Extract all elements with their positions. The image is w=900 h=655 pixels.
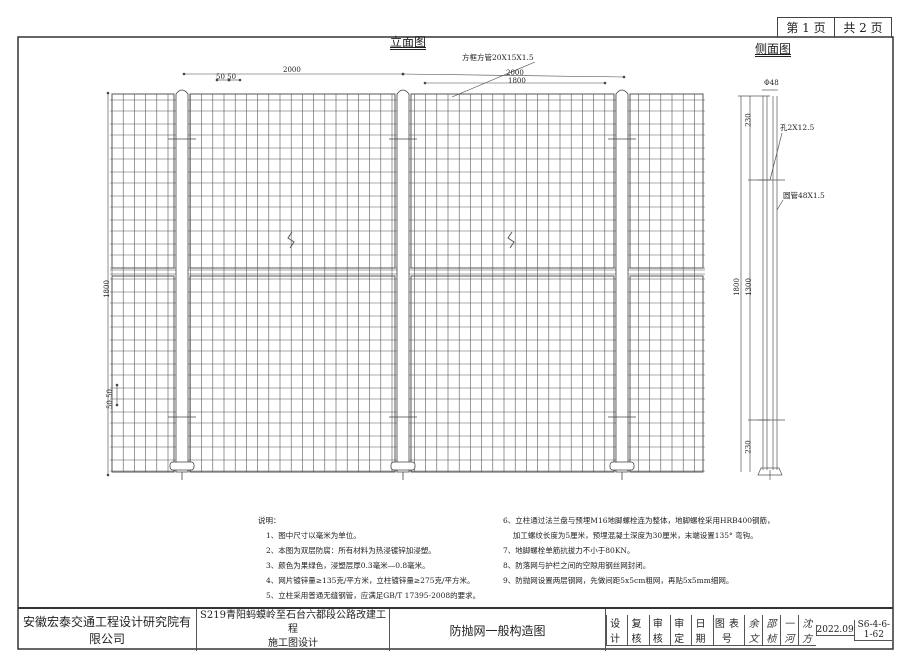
elevation-title: 立面图 <box>390 35 427 49</box>
panel-frame-upper <box>111 93 175 269</box>
side-dim-total: 1800 <box>732 278 741 296</box>
note-item: 4、网片镀锌量≥135克/平方米，立柱镀锌量≥275克/平方米。 <box>266 576 475 585</box>
dimension-tick <box>423 81 427 85</box>
post <box>396 89 410 473</box>
dim-left-width: 2000 <box>283 66 301 74</box>
dimension-tick <box>622 75 626 79</box>
signature-design: 余 文 <box>744 614 762 646</box>
dimension-tick <box>115 383 119 387</box>
panel-frame-upper <box>410 93 615 269</box>
note-item: 加工螺纹长度为5厘米，预埋混凝土深度为30厘米，末端设置135° 弯钩。 <box>503 531 758 540</box>
elevation-posts <box>168 89 636 480</box>
base-flange <box>390 461 416 471</box>
dim-mesh-vertical: 50 50 <box>106 388 115 410</box>
header-date: 日期 <box>691 614 713 646</box>
side-diameter-label: Φ48 <box>764 79 779 87</box>
dimension-line <box>402 73 625 78</box>
leader-line <box>451 61 536 98</box>
approval-grid: 设计 复核 审核 审定 日期 图表号 余 文 邵 桢 一 河 沈 方 2022.… <box>606 609 893 651</box>
signature-approve: 沈 方 <box>797 614 816 646</box>
break-symbol <box>507 231 515 249</box>
dimension-tick <box>106 473 110 477</box>
drawing-title: 防抛网一般构造图 <box>390 609 606 651</box>
panel-frame-lower <box>410 275 615 473</box>
project-line-1: S219青阳蚂蟆岭至石台六都段公路改建工程 <box>200 610 386 635</box>
dim-mesh-spacing: 50 50 <box>216 73 237 81</box>
panel-frame-lower <box>189 275 396 473</box>
header-design: 设计 <box>606 614 628 646</box>
dimension-tick <box>401 72 405 76</box>
note-item: 7、地脚螺栓单筋抗拔力不小于80KN。 <box>503 546 635 555</box>
side-pipe-label: 圆管48X1.5 <box>783 191 825 200</box>
note-item: 9、防抛网设置两层钢网，先做间距5x5cm粗网，再贴5x5mm细网。 <box>503 576 734 585</box>
post <box>615 89 629 473</box>
signature-review: 邵 桢 <box>761 614 780 646</box>
drawing-no-value: S6-4-6-1-62 <box>853 619 893 641</box>
project-line-2: 施工图设计 <box>268 638 318 649</box>
panel-frame-upper <box>629 93 704 269</box>
project-name: S219青阳蚂蟆岭至石台六都段公路改建工程 施工图设计 <box>197 609 390 651</box>
note-item: 1、图中尺寸以毫米为单位。 <box>266 531 361 540</box>
side-base-flange <box>757 467 783 476</box>
drawing-frame <box>17 36 894 650</box>
leader-line <box>776 199 784 211</box>
break-symbol <box>287 231 295 249</box>
side-view-post <box>738 89 785 480</box>
dimension-tick <box>182 72 186 76</box>
panel-frame-upper <box>189 93 396 269</box>
notes-heading: 说明： <box>258 516 281 525</box>
company-name: 安徽宏泰交通工程设计研究院有限公司 <box>18 609 197 651</box>
dim-right-outer: 2000 <box>506 69 524 77</box>
dim-height: 1800 <box>102 280 111 298</box>
dim-right-inner: 1800 <box>508 77 526 85</box>
elevation-mesh <box>110 93 705 473</box>
signature-check: 一 河 <box>779 614 798 646</box>
dimension-tick <box>106 91 110 95</box>
header-review: 复核 <box>627 614 649 646</box>
note-item: 5、立柱采用普通无缝钢管，应满足GB/T 17395-2008的要求。 <box>266 591 481 600</box>
leader-line <box>769 132 783 181</box>
page-total: 共 2 页 <box>834 18 891 38</box>
notes-right: 6、立柱通过法兰盘与预埋M16地脚螺栓连为整体，地脚螺栓采用HRB400钢筋， … <box>503 513 775 588</box>
header-approve: 审定 <box>669 614 692 646</box>
note-item: 8、防落网与护栏之间的空隙用钢丝网封闭。 <box>503 561 651 570</box>
side-dim-mid: 1300 <box>744 278 753 296</box>
dimension-tick <box>215 78 219 82</box>
side-hole-label: 孔2X12.5 <box>780 123 815 132</box>
date-value: 2022.09 <box>815 624 854 636</box>
header-drawing-no: 图表号 <box>712 614 745 646</box>
dimension-tick <box>603 81 607 85</box>
page-current: 第 1 页 <box>786 21 826 35</box>
base-flange <box>609 461 635 471</box>
note-item: 2、本图为双层防腐：所有材料为热浸镀锌加浸塑。 <box>266 546 436 555</box>
header-check: 审核 <box>648 614 670 646</box>
note-item: 6、立柱通过法兰盘与预埋M16地脚螺栓连为整体，地脚螺栓采用HRB400钢筋， <box>503 516 775 525</box>
post <box>175 89 189 473</box>
dimension-tick <box>238 78 242 82</box>
side-dim-top: 230 <box>744 113 753 127</box>
dimension-lines <box>106 61 626 477</box>
note-item: 3、颜色为果绿色，浸塑层厚0.3毫米—0.8毫米。 <box>266 561 430 570</box>
dimension-tick <box>115 403 119 407</box>
base-flange <box>169 461 195 471</box>
side-dim-bottom: 230 <box>744 440 753 454</box>
frame-tube-label: 方框方管20X15X1.5 <box>462 53 534 62</box>
notes-left: 说明： 1、图中尺寸以毫米为单位。 2、本图为双层防腐：所有材料为热浸镀锌加浸塑… <box>258 513 480 603</box>
panel-frame-lower <box>629 275 704 473</box>
side-view-title: 侧面图 <box>755 42 792 56</box>
title-block: 安徽宏泰交通工程设计研究院有限公司 S219青阳蚂蟆岭至石台六都段公路改建工程 … <box>18 607 893 651</box>
dimension-tick <box>227 78 231 82</box>
page-indicator: 第 1 页 共 2 页 <box>777 17 892 38</box>
panel-frame-lower <box>111 275 175 473</box>
